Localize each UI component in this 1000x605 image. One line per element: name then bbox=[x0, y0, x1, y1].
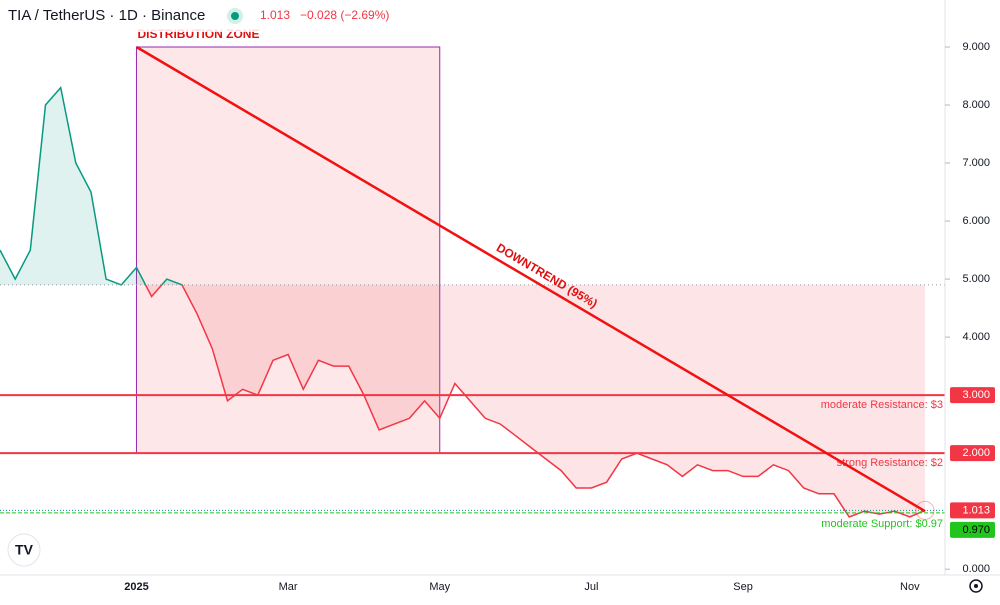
level-label: moderate Support: $0.97 bbox=[821, 518, 943, 530]
area-down bbox=[121, 284, 925, 517]
y-tick-label: 0.000 bbox=[962, 563, 990, 575]
price-tag bbox=[950, 445, 995, 462]
last-price: 1.013 bbox=[260, 8, 290, 22]
price-change: −0.028 (−2.69%) bbox=[300, 8, 389, 22]
y-tick-label: 8.000 bbox=[962, 99, 990, 111]
price-tag-label: 2.000 bbox=[962, 447, 990, 459]
price-tag bbox=[950, 387, 995, 404]
price-tag bbox=[950, 521, 995, 538]
area-up bbox=[0, 87, 925, 285]
y-tick-label: 5.000 bbox=[962, 273, 990, 285]
price-tag-label: 0.970 bbox=[962, 524, 990, 536]
trend-line bbox=[135, 45, 926, 513]
status-dot bbox=[231, 12, 239, 20]
y-tick-label: 9.000 bbox=[962, 41, 990, 53]
settings-icon[interactable] bbox=[969, 579, 983, 593]
price-tag-label: 3.000 bbox=[962, 389, 990, 401]
y-tick-label: 4.000 bbox=[962, 331, 990, 343]
level-label: strong Resistance: $2 bbox=[837, 457, 943, 469]
logo[interactable]: TV bbox=[7, 533, 41, 567]
y-tick-label: 7.000 bbox=[962, 157, 990, 169]
price-tag-label: 1.013 bbox=[962, 504, 990, 516]
y-tick-label: 6.000 bbox=[962, 215, 990, 227]
x-tick-label: Mar bbox=[279, 581, 298, 593]
x-tick-label: May bbox=[429, 581, 450, 593]
symbol-title: TIA / TetherUS · 1D · Binance bbox=[8, 7, 205, 24]
price-line-down bbox=[119, 284, 926, 518]
x-tick-label: Nov bbox=[900, 581, 920, 593]
distribution-zone bbox=[135, 46, 441, 454]
x-tick-label: Jul bbox=[584, 581, 598, 593]
level-label: moderate Resistance: $3 bbox=[821, 399, 943, 411]
header-bg bbox=[0, 0, 420, 32]
svg-text:TV: TV bbox=[15, 542, 34, 558]
last-point bbox=[915, 500, 935, 520]
x-tick-label: 2025 bbox=[124, 581, 148, 593]
x-tick-label: Sep bbox=[733, 581, 753, 593]
price-tag bbox=[950, 502, 995, 519]
